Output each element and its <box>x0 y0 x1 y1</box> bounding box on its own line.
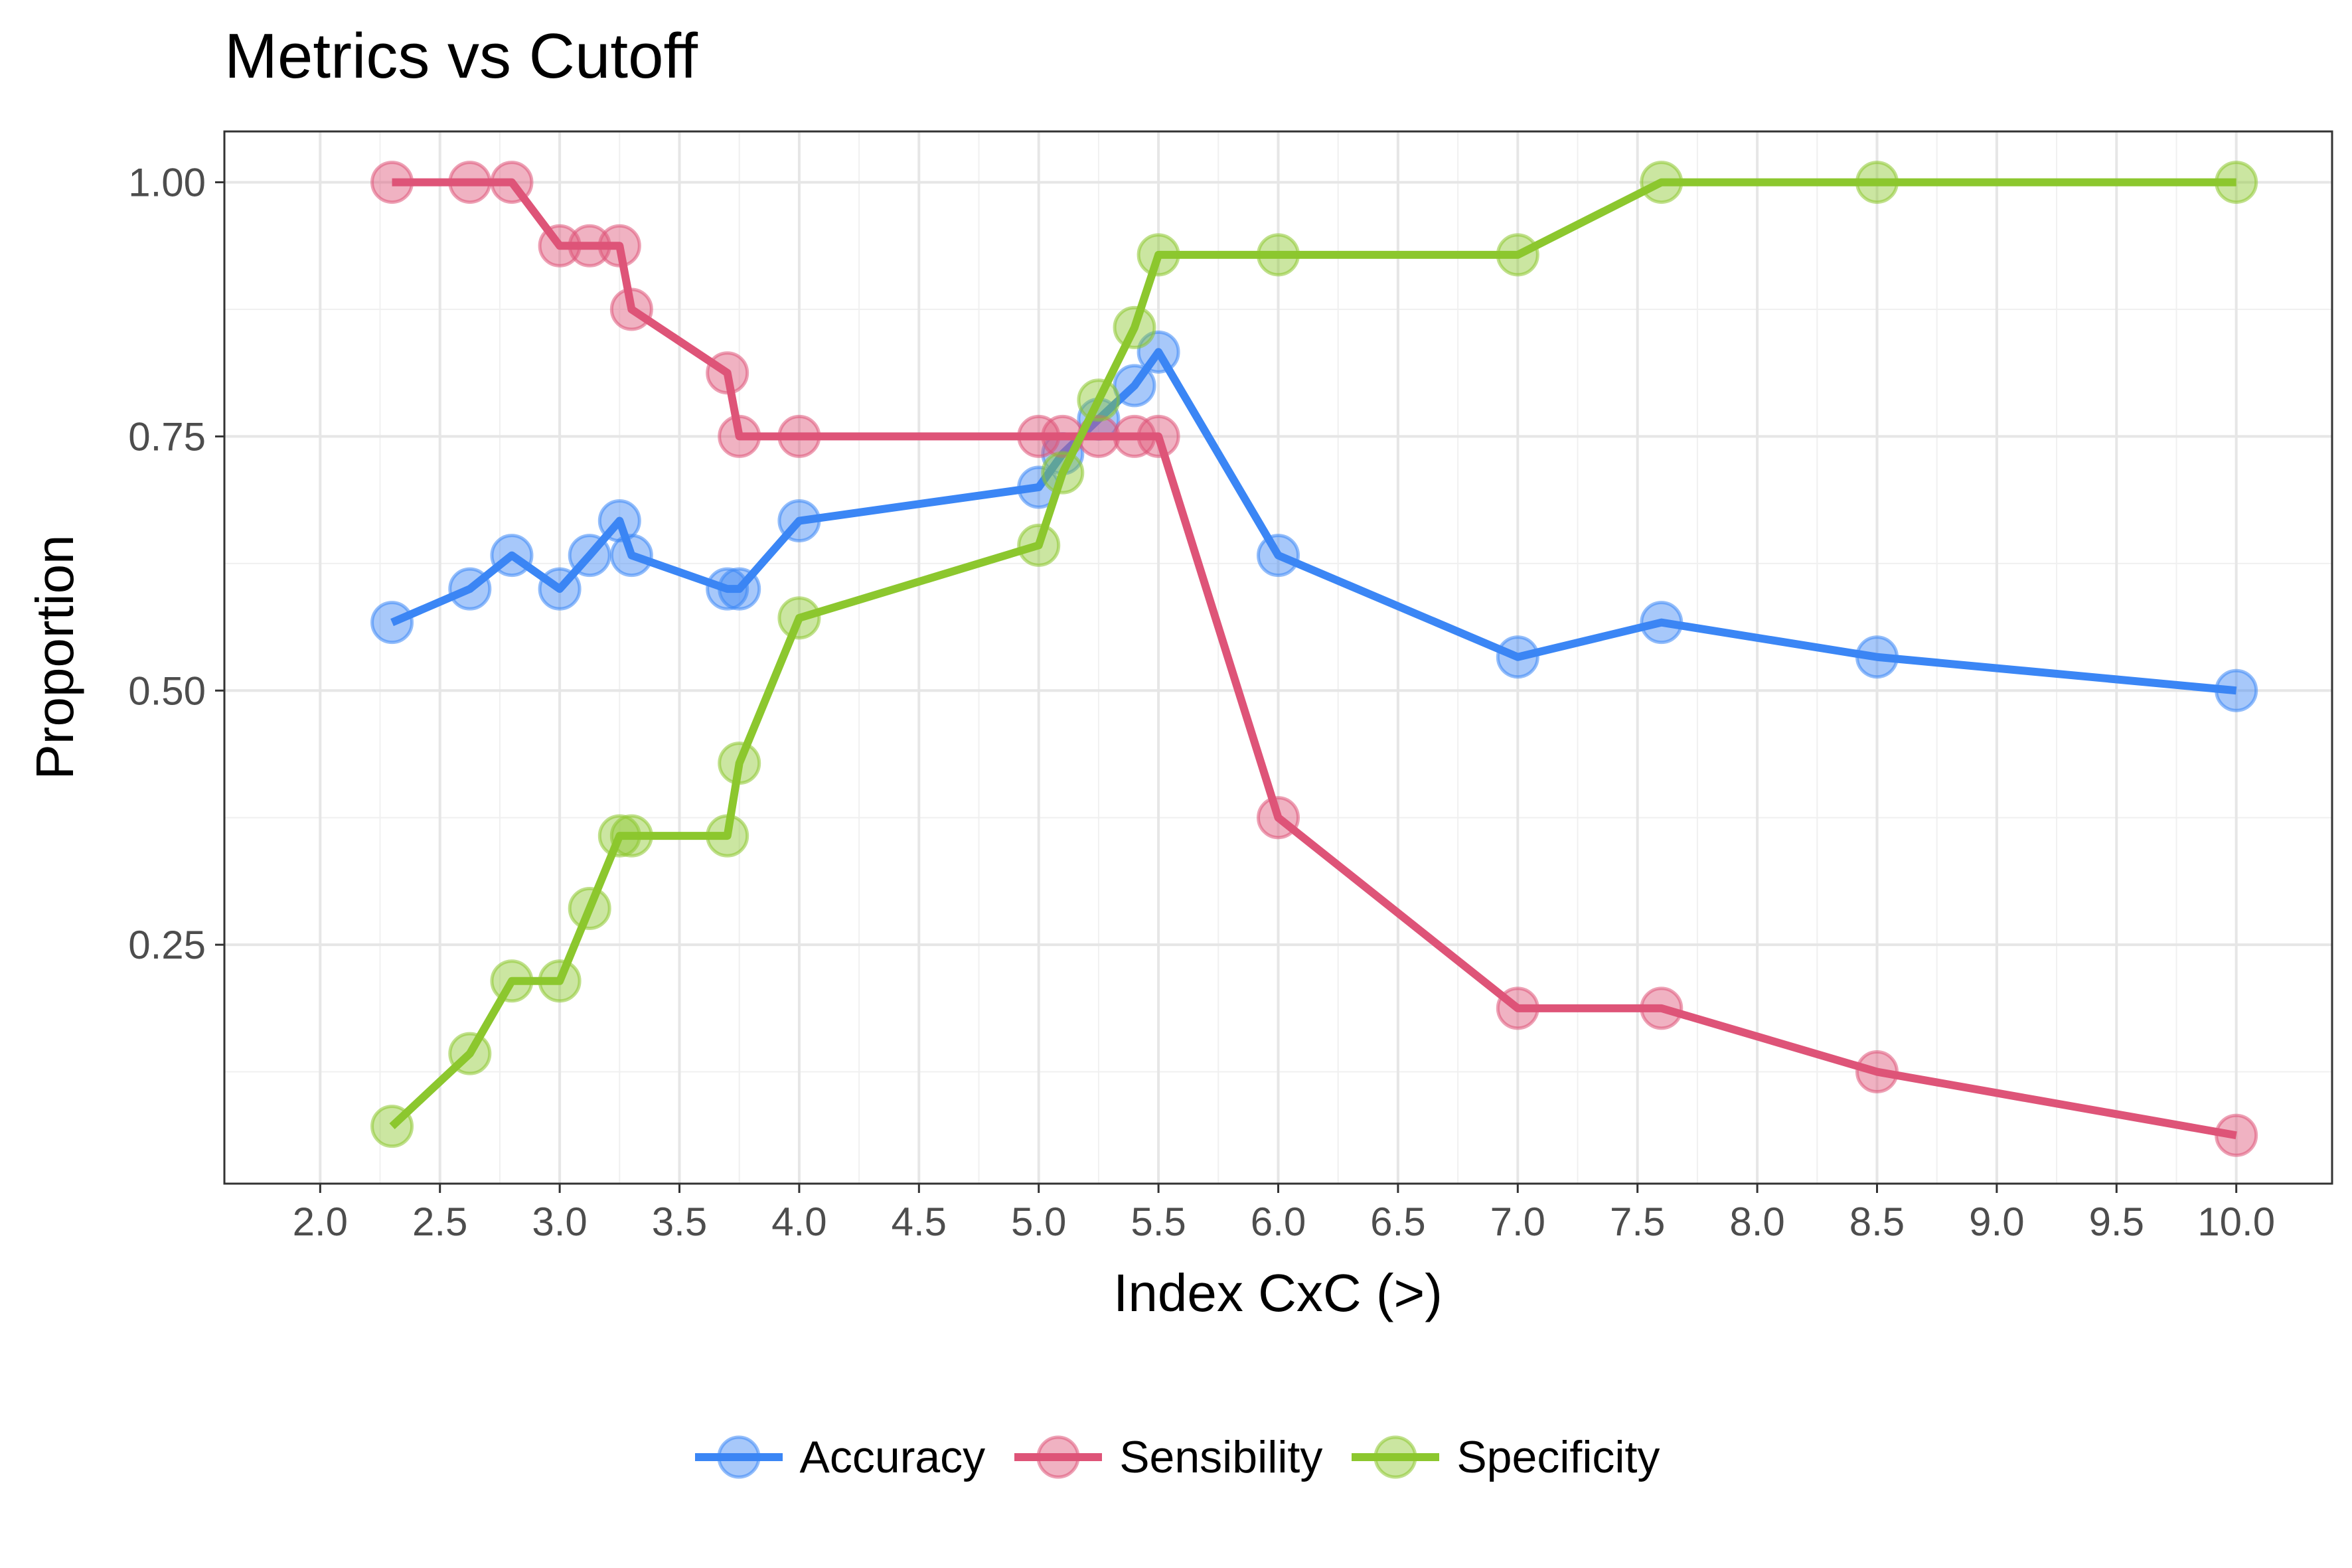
x-tick-label: 8.5 <box>1849 1200 1905 1244</box>
data-point-accuracy <box>2215 668 2258 712</box>
data-point-sensibility <box>538 224 582 268</box>
data-point-sensibility <box>1017 414 1061 458</box>
data-point-sensibility <box>706 351 749 395</box>
legend-key-point <box>1373 1435 1417 1479</box>
x-tick-label: 7.0 <box>1490 1200 1545 1244</box>
legend-item-accuracy: Accuracy <box>692 1427 986 1487</box>
x-tick-label: 7.5 <box>1610 1200 1665 1244</box>
data-point-specificity <box>1113 305 1156 349</box>
data-point-accuracy <box>706 567 749 611</box>
data-point-sensibility <box>1137 414 1180 458</box>
data-point-accuracy <box>1855 635 1899 679</box>
data-point-specificity <box>1855 161 1899 204</box>
data-point-accuracy <box>718 567 761 611</box>
x-tick-label: 5.5 <box>1131 1200 1186 1244</box>
x-tick-label: 4.5 <box>892 1200 947 1244</box>
data-point-specificity <box>1017 523 1061 567</box>
x-tick-label: 2.5 <box>412 1200 467 1244</box>
data-point-accuracy <box>538 567 582 611</box>
data-point-accuracy <box>568 534 611 578</box>
data-point-sensibility <box>777 414 821 458</box>
series-line-specificity <box>389 178 2236 1130</box>
data-point-sensibility <box>1640 986 1684 1030</box>
x-tick-label: 3.5 <box>652 1200 707 1244</box>
data-point-specificity <box>609 814 653 858</box>
legend-label: Accuracy <box>799 1432 986 1482</box>
data-point-specificity <box>597 814 641 858</box>
data-point-sensibility <box>609 287 653 331</box>
x-tick-label: 10.0 <box>2197 1200 2275 1244</box>
data-point-specificity <box>538 959 582 1003</box>
data-point-specificity <box>568 886 611 930</box>
data-point-specificity <box>370 1105 414 1148</box>
y-axis-title: Proportion <box>25 534 84 779</box>
x-tick-label: 3.0 <box>532 1200 587 1244</box>
data-point-specificity <box>706 814 749 858</box>
series-line-accuracy <box>390 348 2237 695</box>
series-specificity <box>370 161 2258 1148</box>
legend-key-point <box>1036 1435 1080 1479</box>
legend-key-sensibility <box>1014 1435 1103 1479</box>
data-point-sensibility <box>718 414 761 458</box>
y-tick-label: 0.75 <box>128 414 206 459</box>
data-point-specificity <box>1137 233 1180 277</box>
y-tick-label: 1.00 <box>128 161 206 205</box>
data-point-specificity <box>490 959 534 1003</box>
legend-key-point <box>717 1435 761 1479</box>
legend-item-sensibility: Sensibility <box>1012 1427 1322 1487</box>
chart-title: Metrics vs Cutoff <box>224 21 698 92</box>
legend-key-specificity <box>1352 1435 1440 1479</box>
data-point-accuracy <box>1640 601 1684 645</box>
x-axis-title: Index CxC (>) <box>1113 1263 1443 1322</box>
data-point-sensibility <box>1496 986 1539 1030</box>
x-tick-label: 8.0 <box>1729 1200 1784 1244</box>
data-point-accuracy <box>490 534 534 578</box>
x-axis: 2.0 2.5 3.0 3.5 4.0 4.5 5.0 5.5 6.0 6.5 7.0 7.5 8.0 8… <box>293 1184 2275 1244</box>
x-tick-label: 2.0 <box>293 1200 348 1244</box>
legend-item-specificity: Specificity <box>1349 1427 1660 1487</box>
x-tick-label: 6.0 <box>1251 1200 1306 1244</box>
y-tick-label: 0.25 <box>128 923 206 967</box>
legend-label: Sensibility <box>1119 1432 1323 1482</box>
data-point-accuracy <box>448 567 492 611</box>
legend: Accuracy Sensibility Specificity <box>0 1427 2352 1487</box>
data-point-sensibility <box>490 161 534 204</box>
x-tick-label: 4.0 <box>771 1200 826 1244</box>
data-point-specificity <box>1496 233 1539 277</box>
data-point-specificity <box>1041 451 1085 495</box>
legend-key-accuracy <box>694 1435 783 1479</box>
x-tick-label: 6.5 <box>1370 1200 1425 1244</box>
data-point-accuracy <box>777 499 821 543</box>
series-line-sensibility <box>392 178 2237 1140</box>
legend-label: Specificity <box>1456 1432 1660 1482</box>
data-point-accuracy <box>1257 534 1300 578</box>
data-point-sensibility <box>448 161 492 204</box>
data-point-specificity <box>718 742 761 785</box>
data-point-specificity <box>1257 233 1300 277</box>
data-point-sensibility <box>1113 414 1156 458</box>
data-point-sensibility <box>1855 1050 1899 1094</box>
data-point-specificity <box>448 1032 492 1075</box>
data-point-specificity <box>777 596 821 640</box>
x-tick-label: 9.0 <box>1969 1200 2024 1244</box>
data-point-accuracy <box>1113 364 1156 408</box>
y-axis: 0.25 0.50 0.75 1.00 <box>128 161 224 967</box>
data-point-specificity <box>1077 378 1121 422</box>
series-layer <box>370 161 2258 1157</box>
x-tick-label: 9.5 <box>2089 1200 2144 1244</box>
data-point-sensibility <box>370 161 414 204</box>
data-point-sensibility <box>1257 796 1300 840</box>
data-point-accuracy <box>370 601 414 645</box>
data-point-specificity <box>1640 161 1684 204</box>
data-point-accuracy <box>609 534 653 578</box>
data-point-sensibility <box>568 224 611 268</box>
data-point-accuracy <box>1496 635 1539 679</box>
data-point-sensibility <box>597 224 641 268</box>
x-tick-label: 5.0 <box>1011 1200 1066 1244</box>
data-point-specificity <box>2215 161 2258 204</box>
data-point-sensibility <box>2215 1113 2258 1157</box>
y-tick-label: 0.50 <box>128 668 206 713</box>
